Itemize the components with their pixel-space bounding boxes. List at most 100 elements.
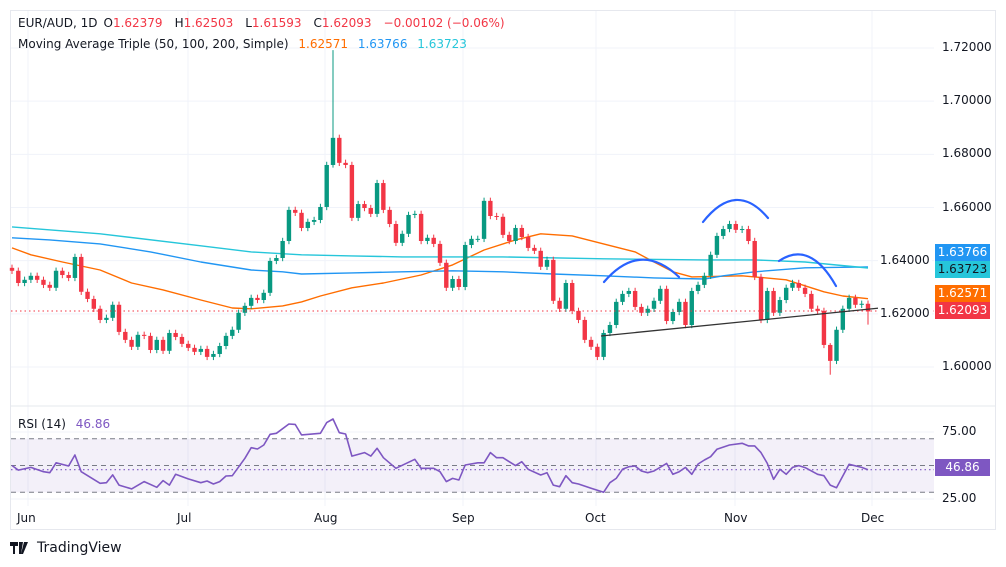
candle bbox=[626, 287, 632, 298]
candle-body bbox=[85, 291, 90, 299]
candle-body bbox=[771, 290, 776, 313]
candle-body bbox=[664, 288, 669, 322]
candle-body bbox=[733, 223, 739, 230]
month-label: Sep bbox=[452, 511, 475, 525]
candle bbox=[293, 206, 298, 217]
close-value: 1.62093 bbox=[321, 16, 372, 30]
candle-body bbox=[582, 319, 587, 340]
candle bbox=[456, 275, 462, 291]
candle-body bbox=[355, 204, 361, 218]
candle-body bbox=[488, 200, 493, 217]
tradingview-logo[interactable]: TradingView bbox=[10, 540, 122, 556]
candle bbox=[708, 251, 713, 280]
month-label: Dec bbox=[861, 511, 885, 525]
head-arc[interactable] bbox=[701, 198, 770, 224]
candle-body bbox=[343, 162, 348, 165]
right-shoulder-arc[interactable] bbox=[777, 253, 838, 288]
candle-body bbox=[790, 282, 795, 288]
candle bbox=[104, 314, 109, 324]
rsi-price-tag: 46.86 bbox=[935, 459, 990, 476]
candle-body bbox=[576, 310, 581, 320]
rsi-legend[interactable]: RSI (14) 46.86 bbox=[18, 417, 116, 431]
candle-body bbox=[456, 279, 462, 287]
candle bbox=[469, 235, 474, 249]
candle bbox=[614, 298, 619, 329]
candle bbox=[393, 220, 399, 247]
candle-body bbox=[475, 238, 480, 240]
candle bbox=[739, 225, 745, 234]
ma50-price-tag: 1.62571 bbox=[935, 285, 990, 302]
candle bbox=[500, 213, 506, 239]
ma-legend[interactable]: Moving Average Triple (50, 100, 200, Sim… bbox=[18, 37, 473, 51]
neckline[interactable] bbox=[600, 307, 881, 337]
candle bbox=[16, 267, 21, 287]
candle-body bbox=[400, 233, 405, 243]
candle-body bbox=[614, 301, 619, 325]
candle-body bbox=[846, 297, 852, 309]
candle-body bbox=[714, 235, 720, 255]
candle-body bbox=[708, 254, 713, 276]
candle-body bbox=[544, 259, 550, 267]
low-value: 1.61593 bbox=[251, 16, 302, 30]
price-tick-label: 1.64000 bbox=[878, 252, 932, 267]
candle bbox=[802, 284, 808, 298]
open-label: O bbox=[103, 16, 113, 30]
candle-body bbox=[444, 262, 449, 288]
candle-body bbox=[110, 304, 115, 318]
ma-title: Moving Average Triple (50, 100, 200, Sim… bbox=[18, 37, 289, 51]
candle bbox=[494, 212, 499, 220]
candle-body bbox=[739, 229, 745, 231]
candle-body bbox=[601, 332, 606, 357]
candle bbox=[355, 200, 361, 222]
left-shoulder-arc[interactable] bbox=[602, 258, 681, 284]
candle bbox=[444, 259, 449, 291]
month-label: Oct bbox=[585, 511, 606, 525]
candle-body bbox=[330, 137, 336, 165]
candle bbox=[658, 285, 663, 304]
candle bbox=[261, 289, 266, 304]
head-and-shoulders-drawing[interactable] bbox=[602, 198, 838, 288]
candle bbox=[733, 220, 739, 234]
candle-body bbox=[381, 183, 386, 210]
candle-body bbox=[242, 305, 248, 313]
candle-body bbox=[783, 287, 789, 301]
candle bbox=[758, 273, 764, 324]
candle bbox=[91, 295, 97, 312]
ma200-price-tag: 1.63723 bbox=[935, 261, 990, 278]
candle bbox=[507, 231, 512, 245]
candle bbox=[362, 200, 367, 212]
candle-body bbox=[349, 164, 355, 218]
candle bbox=[790, 279, 795, 291]
candle bbox=[645, 305, 650, 316]
candle bbox=[771, 287, 776, 316]
ma100-value: 1.63766 bbox=[357, 37, 408, 51]
rsi-line bbox=[11, 418, 869, 494]
candle bbox=[595, 343, 600, 361]
rsi-title: RSI (14) bbox=[18, 417, 66, 431]
candle bbox=[481, 197, 487, 243]
high-label: H bbox=[174, 16, 184, 30]
rsi-levels bbox=[11, 438, 934, 493]
candle bbox=[274, 254, 279, 265]
candle-body bbox=[198, 348, 204, 352]
candle-body bbox=[721, 229, 726, 236]
symbol-legend[interactable]: EUR/AUD, 1D O1.62379 H1.62503 L1.61593 C1.62… bbox=[18, 16, 511, 30]
candle bbox=[576, 307, 581, 324]
candle bbox=[179, 333, 185, 348]
candle-body bbox=[462, 244, 468, 287]
candle-body bbox=[450, 279, 455, 288]
candle bbox=[796, 279, 801, 291]
candle-body bbox=[60, 270, 65, 276]
candle bbox=[752, 237, 757, 281]
candle-body bbox=[148, 335, 153, 350]
candle-body bbox=[293, 209, 298, 213]
candle bbox=[311, 216, 317, 226]
candle bbox=[223, 332, 229, 350]
candle-body bbox=[53, 270, 59, 288]
candle bbox=[116, 301, 122, 336]
candle bbox=[406, 211, 411, 238]
candle-body bbox=[173, 332, 178, 337]
candle bbox=[267, 257, 273, 297]
candle bbox=[683, 298, 688, 329]
